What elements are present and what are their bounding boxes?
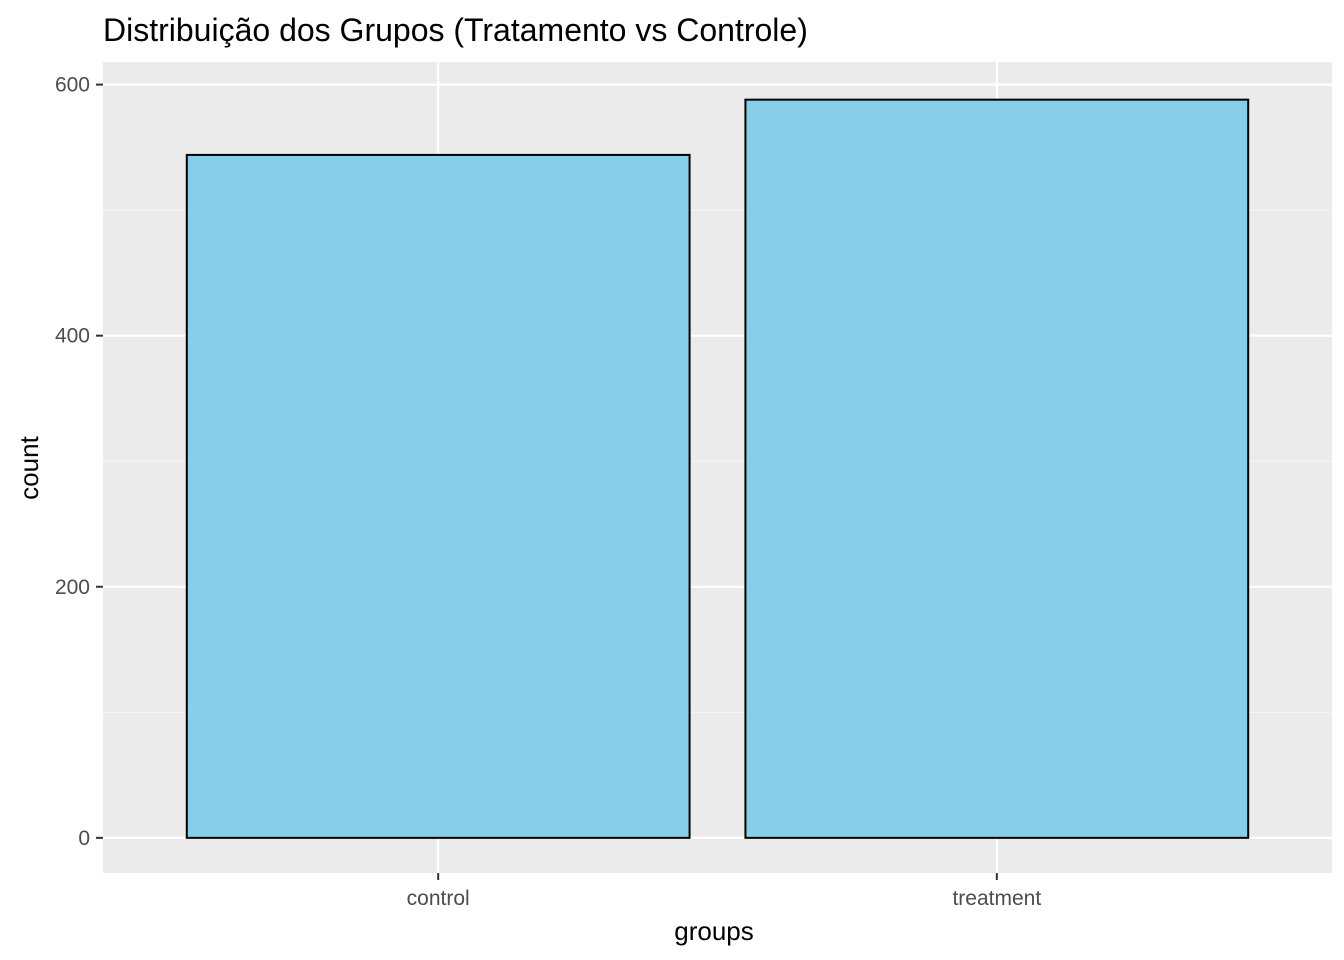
x-tick-label: treatment (952, 887, 1041, 910)
chart-title: Distribuição dos Grupos (Tratamento vs C… (103, 12, 808, 48)
y-tick-label: 200 (55, 576, 90, 599)
x-tick-label: control (407, 887, 470, 910)
y-tick-label: 600 (55, 74, 90, 97)
y-axis: 0 200 400 600 (55, 74, 103, 850)
bar-control (185, 153, 691, 839)
y-axis-title: count (14, 435, 44, 499)
x-axis-title: groups (674, 916, 754, 946)
bar-treatment (744, 98, 1250, 839)
bars (185, 98, 1250, 839)
y-tick-label: 0 (78, 827, 90, 850)
y-tick-label: 400 (55, 325, 90, 348)
x-axis: control treatment (407, 873, 1041, 910)
